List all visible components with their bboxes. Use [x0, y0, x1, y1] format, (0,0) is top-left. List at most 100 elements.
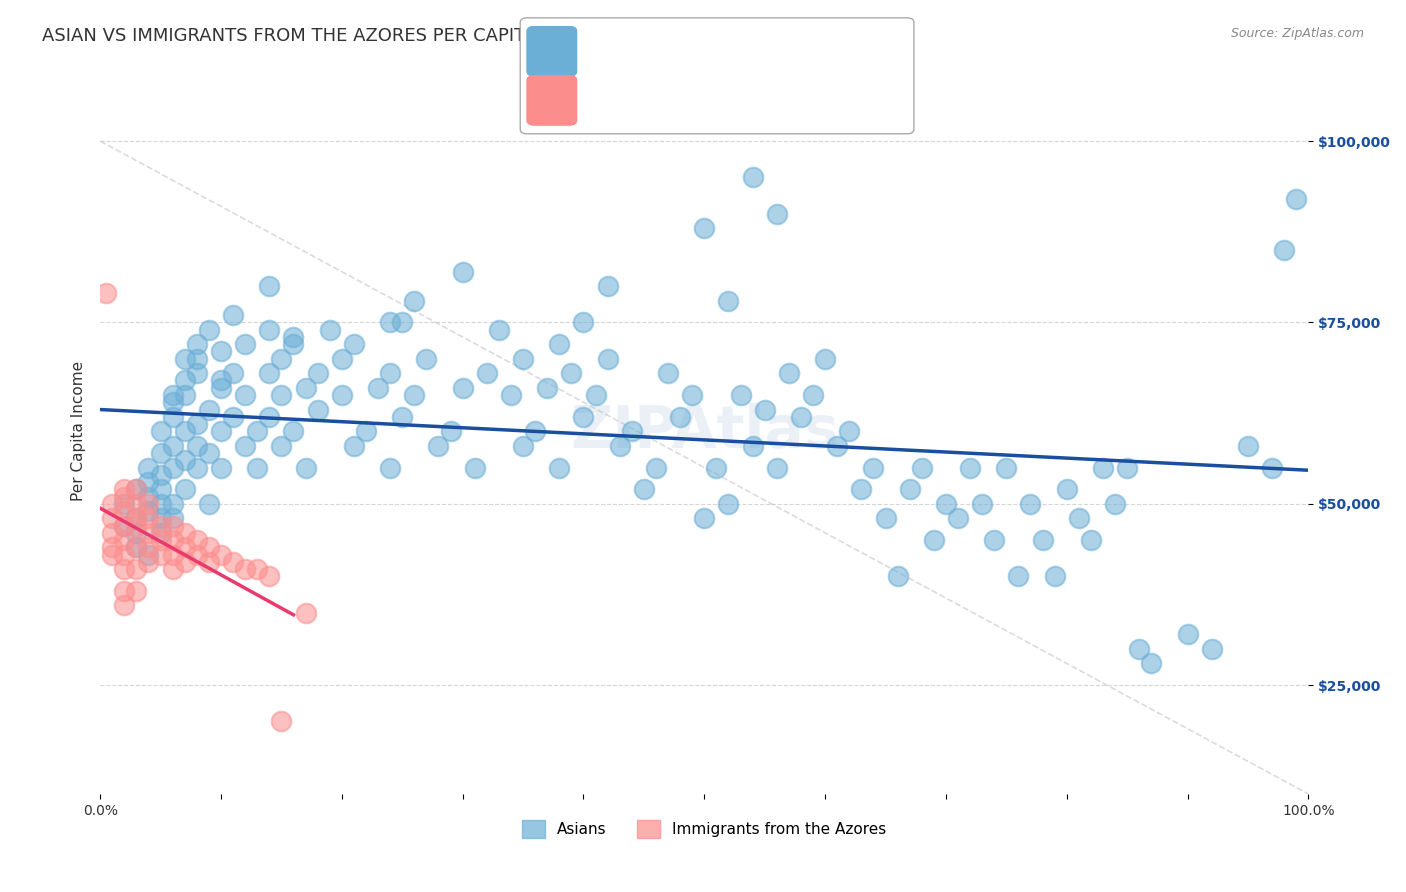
Point	[946, 511, 969, 525]
Point	[138, 460, 160, 475]
Point	[149, 446, 172, 460]
Point	[96, 286, 118, 301]
Point	[1128, 641, 1150, 656]
Point	[693, 221, 716, 235]
Point	[572, 409, 595, 424]
Point	[222, 555, 245, 569]
Point	[101, 548, 124, 562]
Point	[222, 308, 245, 322]
Point	[499, 388, 522, 402]
Point	[198, 555, 221, 569]
Point	[838, 424, 860, 438]
Point	[512, 439, 534, 453]
Point	[427, 439, 450, 453]
Point	[149, 518, 172, 533]
Point	[173, 453, 195, 467]
Point	[112, 548, 135, 562]
Point	[935, 497, 957, 511]
Point	[1261, 460, 1284, 475]
Point	[378, 366, 401, 380]
Point	[233, 337, 256, 351]
Point	[125, 525, 148, 540]
Point	[162, 388, 184, 402]
Point	[307, 366, 329, 380]
Point	[125, 541, 148, 555]
Point	[162, 439, 184, 453]
Point	[681, 388, 703, 402]
Point	[790, 409, 813, 424]
Point	[270, 714, 292, 729]
Point	[246, 424, 269, 438]
Point	[222, 366, 245, 380]
Point	[1237, 439, 1260, 453]
Point	[548, 460, 571, 475]
Point	[125, 497, 148, 511]
Point	[173, 424, 195, 438]
Point	[186, 460, 208, 475]
Point	[246, 562, 269, 576]
Point	[1201, 641, 1223, 656]
Point	[536, 381, 558, 395]
Point	[464, 460, 486, 475]
Point	[1116, 460, 1139, 475]
Point	[875, 511, 897, 525]
Text: ZIPAtlas: ZIPAtlas	[569, 403, 838, 459]
Point	[1272, 243, 1295, 257]
Point	[524, 424, 547, 438]
Point	[173, 555, 195, 569]
Point	[186, 337, 208, 351]
Point	[983, 533, 1005, 547]
Point	[209, 381, 232, 395]
Point	[343, 337, 366, 351]
Point	[572, 315, 595, 329]
Point	[585, 388, 607, 402]
Point	[186, 417, 208, 431]
Point	[801, 388, 824, 402]
Point	[609, 439, 631, 453]
Point	[391, 409, 413, 424]
Point	[259, 279, 281, 293]
Point	[283, 330, 305, 344]
Point	[101, 511, 124, 525]
Point	[162, 518, 184, 533]
Point	[825, 439, 848, 453]
Point	[283, 337, 305, 351]
Point	[404, 293, 426, 308]
Point	[1080, 533, 1102, 547]
Point	[209, 548, 232, 562]
Point	[125, 483, 148, 497]
Point	[741, 170, 763, 185]
Point	[669, 409, 692, 424]
Point	[173, 351, 195, 366]
Point	[294, 606, 316, 620]
Point	[138, 504, 160, 518]
Point	[1104, 497, 1126, 511]
Point	[1140, 657, 1163, 671]
Point	[149, 548, 172, 562]
Point	[112, 497, 135, 511]
Point	[149, 511, 172, 525]
Point	[162, 548, 184, 562]
Point	[112, 533, 135, 547]
Point	[173, 541, 195, 555]
Point	[209, 424, 232, 438]
Point	[125, 583, 148, 598]
Point	[112, 583, 135, 598]
Point	[354, 424, 377, 438]
Point	[173, 483, 195, 497]
Point	[451, 381, 474, 395]
Text: R = -0.266   N =  47: R = -0.266 N = 47	[579, 89, 779, 107]
Point	[138, 525, 160, 540]
Point	[162, 497, 184, 511]
Point	[560, 366, 582, 380]
Point	[149, 467, 172, 482]
Point	[138, 497, 160, 511]
Point	[198, 497, 221, 511]
Point	[198, 323, 221, 337]
Point	[138, 475, 160, 489]
Point	[1091, 460, 1114, 475]
Point	[162, 460, 184, 475]
Point	[173, 388, 195, 402]
Point	[1019, 497, 1042, 511]
Point	[330, 351, 353, 366]
